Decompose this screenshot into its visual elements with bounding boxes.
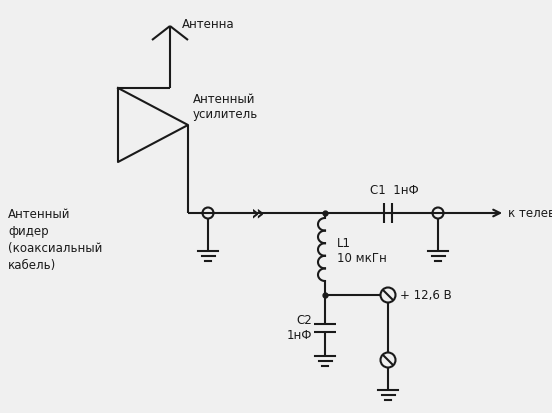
Text: Антенный
фидер
(коаксиальный
кабель): Антенный фидер (коаксиальный кабель): [8, 208, 102, 272]
Text: к телевизору: к телевизору: [508, 206, 552, 219]
Text: »: »: [251, 203, 265, 223]
Text: С1  1нФ: С1 1нФ: [370, 184, 419, 197]
Text: Антенна: Антенна: [182, 18, 235, 31]
Text: С2
1нФ: С2 1нФ: [286, 314, 312, 342]
Text: L1
10 мкГн: L1 10 мкГн: [337, 237, 387, 265]
Text: + 12,6 В: + 12,6 В: [400, 289, 452, 301]
Text: Антенный
усилитель: Антенный усилитель: [193, 93, 258, 121]
